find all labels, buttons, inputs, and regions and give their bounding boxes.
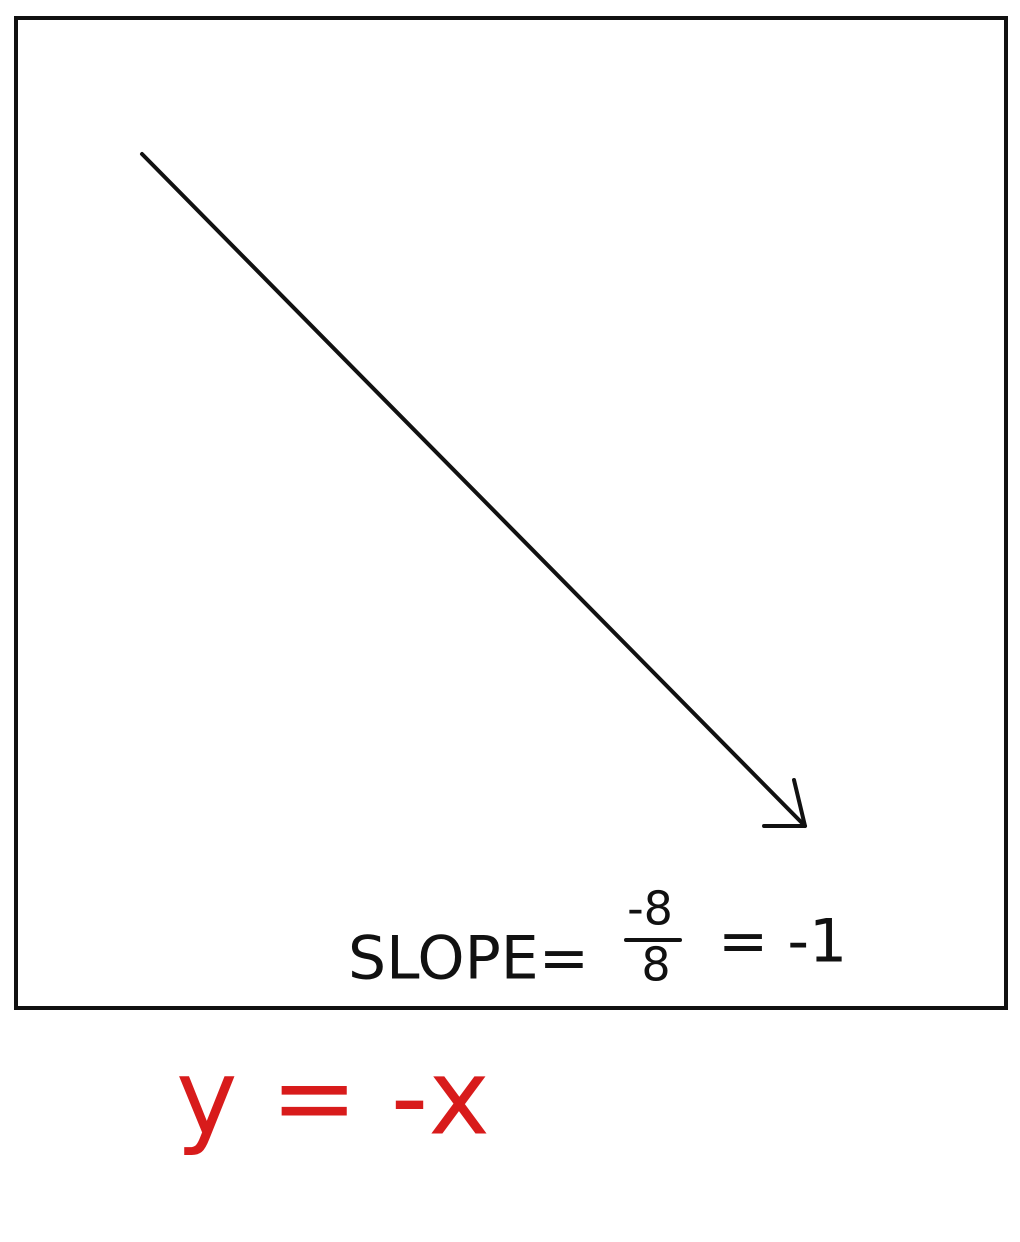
- frame-box: [14, 16, 1008, 1010]
- fraction-numerator: -8: [627, 882, 673, 936]
- slope-label: SLOPE=: [348, 924, 589, 994]
- equation: y = -x: [176, 1036, 490, 1158]
- arrow-head: [762, 778, 807, 828]
- arrow-line: [140, 152, 807, 828]
- fraction-denominator: 8: [641, 938, 670, 992]
- slope-result: = -1: [718, 907, 847, 977]
